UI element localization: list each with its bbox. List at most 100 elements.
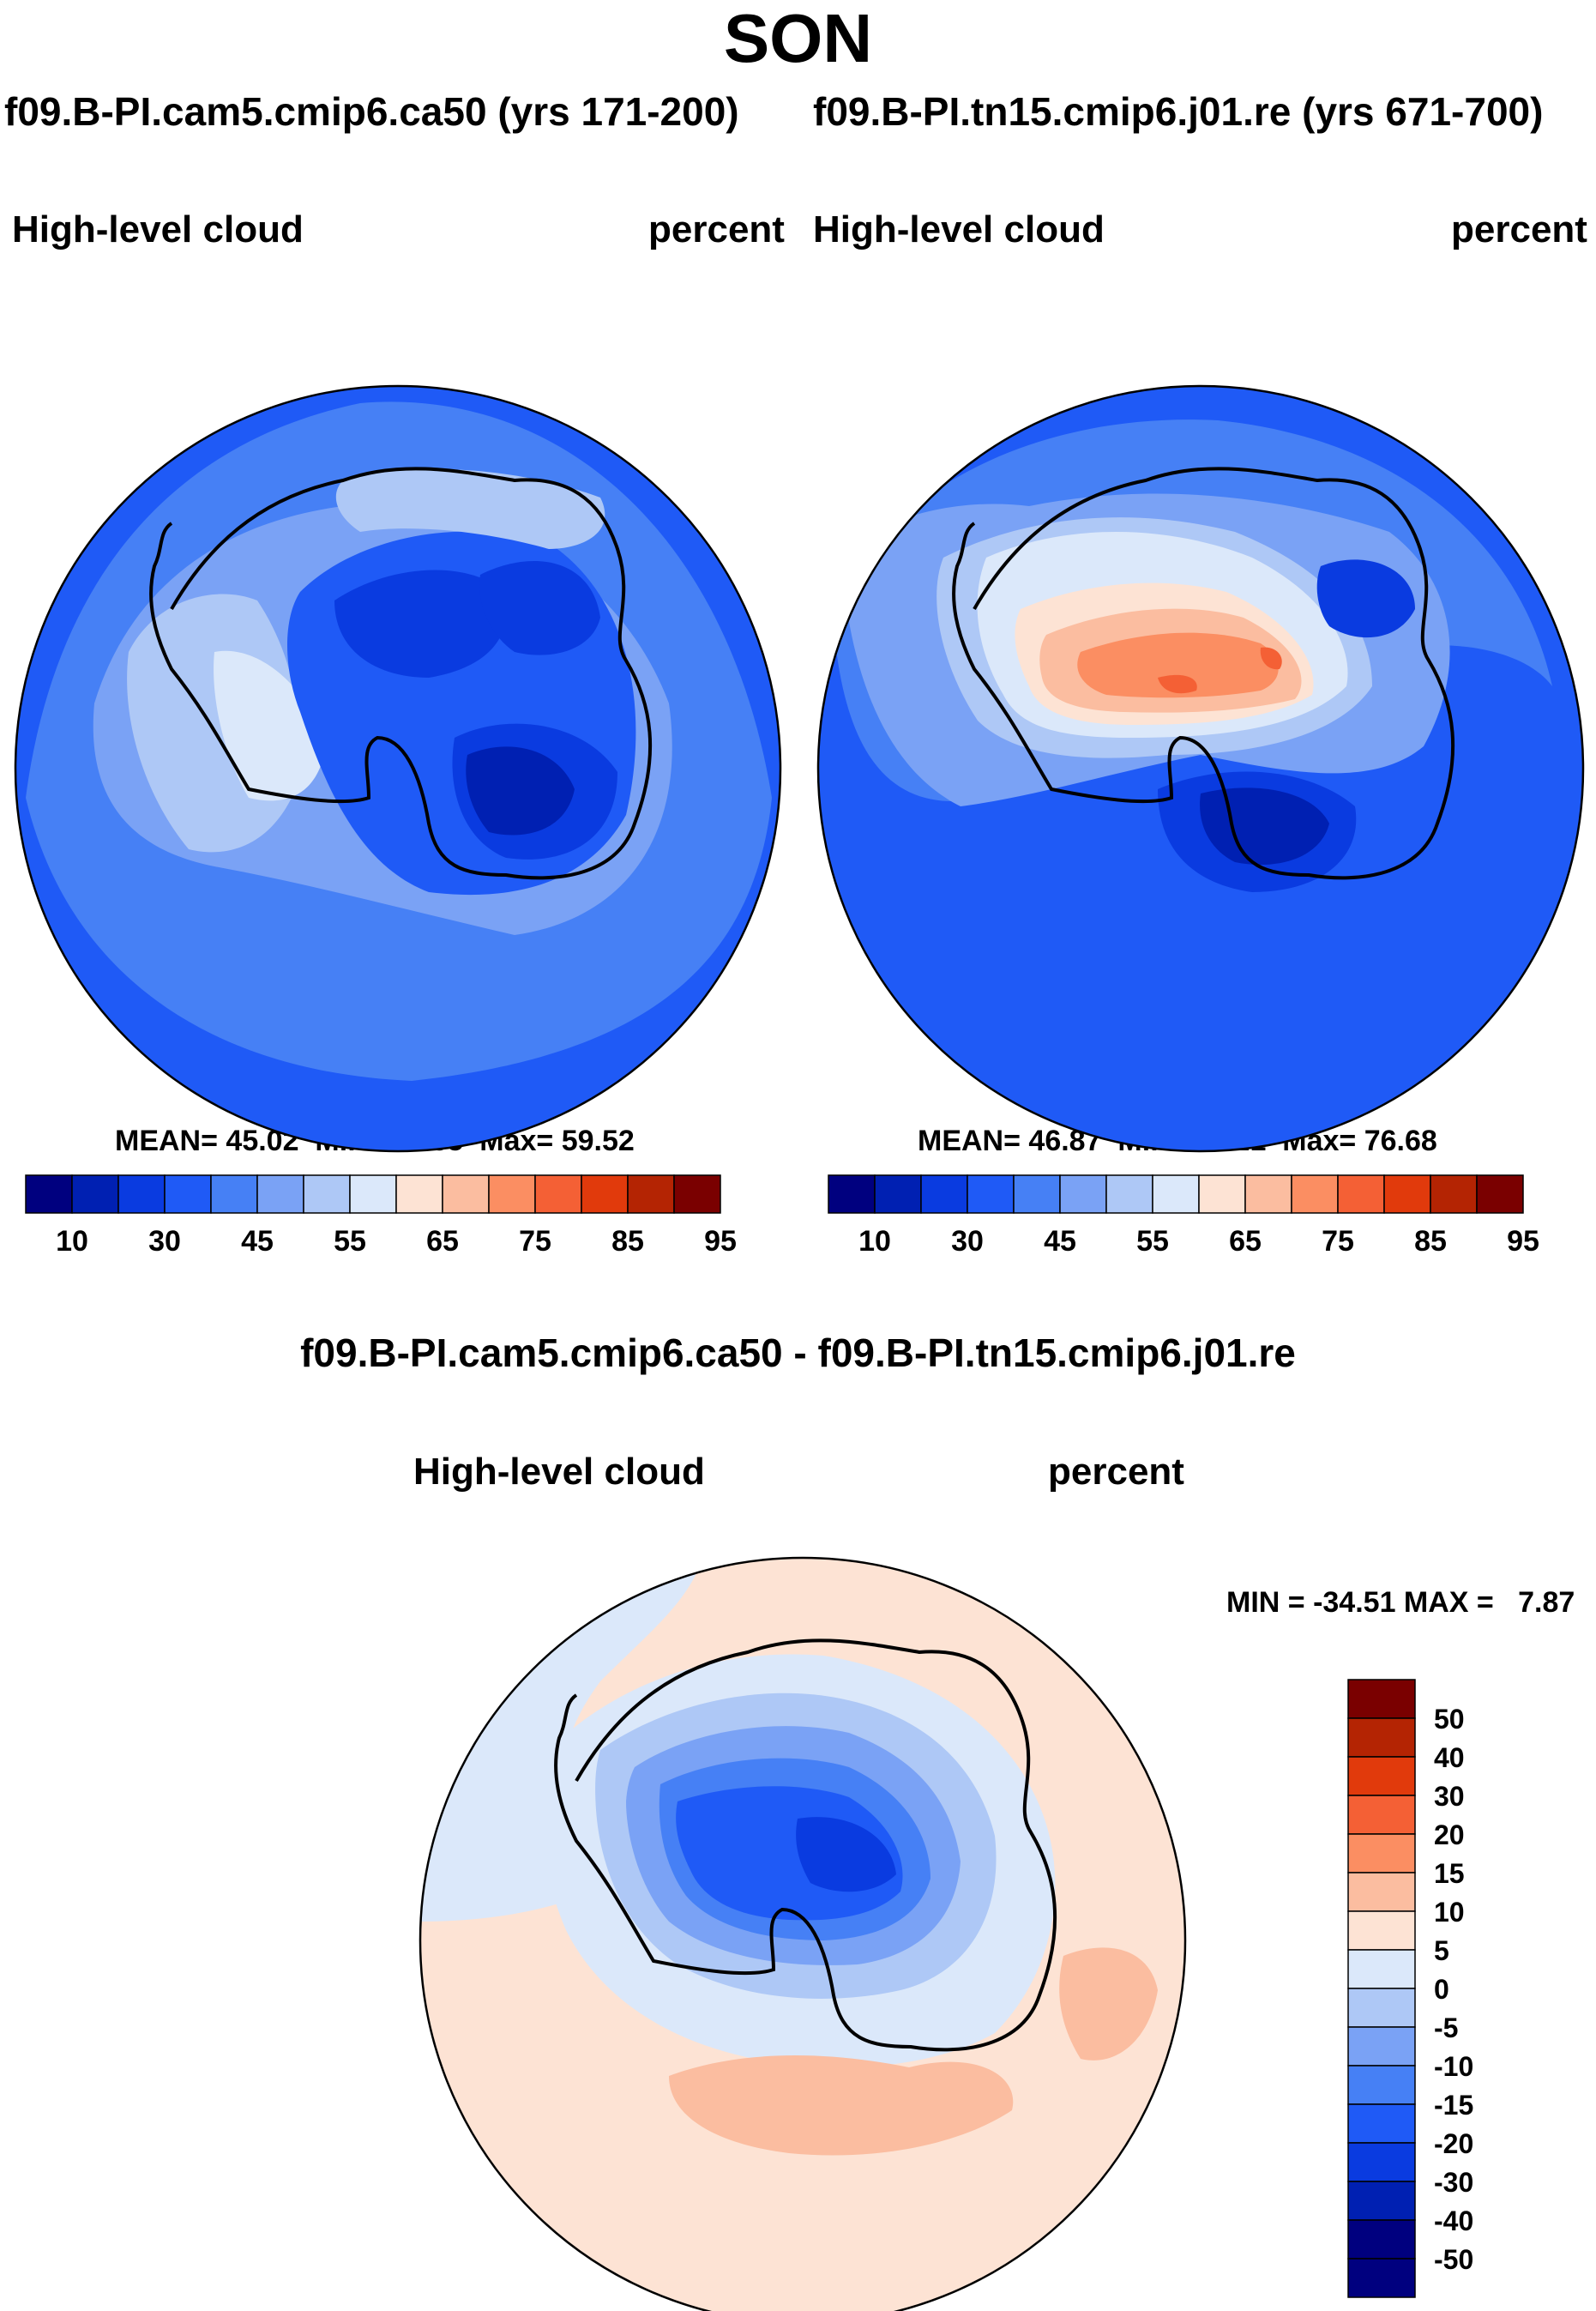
colorbar-swatch xyxy=(1383,1174,1431,1214)
colorbar-swatch xyxy=(534,1174,582,1214)
colorbar-tick-label: 15 xyxy=(1434,1858,1465,1889)
variable-label-diff: High-level cloud xyxy=(413,1451,705,1493)
colorbar-tick-label: 95 xyxy=(1507,1225,1539,1258)
colorbar-tick-label: -20 xyxy=(1434,2128,1473,2159)
colorbar-swatch xyxy=(1059,1174,1107,1214)
colorbar-swatch xyxy=(1347,1756,1416,1796)
colorbar-tick-label: 55 xyxy=(1136,1225,1169,1258)
colorbar-tick-label: 65 xyxy=(1229,1225,1262,1258)
colorbar-swatch xyxy=(395,1174,443,1214)
colorbar-swatch xyxy=(25,1174,73,1214)
colorbar-tick-label: 20 xyxy=(1434,1819,1465,1850)
colorbar-tick-label: 50 xyxy=(1434,1704,1465,1735)
colorbar-tick-label: 30 xyxy=(148,1225,181,1258)
colorbar-swatch xyxy=(1347,2219,1416,2260)
colorbar-swatch xyxy=(1347,1988,1416,2028)
colorbar-swatch xyxy=(1198,1174,1246,1214)
colorbar-swatch xyxy=(1476,1174,1524,1214)
colorbar-swatch xyxy=(1291,1174,1339,1214)
contour-band xyxy=(669,2055,1014,2156)
colorbar-swatch xyxy=(627,1174,675,1214)
colorbar-tick-label: -5 xyxy=(1434,2012,1458,2043)
contour-band xyxy=(1200,787,1329,865)
map-panel-difference xyxy=(419,1556,1187,2311)
map-boundary xyxy=(816,384,1585,1153)
colorbar-swatch xyxy=(1347,2258,1416,2298)
map-panel-left xyxy=(14,384,782,1153)
colorbar-tick-label: -30 xyxy=(1434,2167,1473,2198)
colorbar-swatch xyxy=(1347,2026,1416,2067)
contour-band xyxy=(334,570,508,678)
contour-band xyxy=(1059,1947,1158,2061)
main-title: SON xyxy=(723,0,873,76)
colorbar-swatch xyxy=(1347,2142,1416,2182)
variable-label-right: High-level cloud xyxy=(813,208,1105,250)
mean-label: MEAN= xyxy=(115,1125,218,1157)
mean-label: MEAN= xyxy=(918,1125,1021,1157)
colorbar-swatch xyxy=(581,1174,629,1214)
colorbar-swatch xyxy=(349,1174,397,1214)
colorbar-tick-label: 10 xyxy=(1434,1897,1465,1928)
map-boundary xyxy=(14,384,782,1153)
colorbar-right: 10 30 45 55 65 75 85 95 xyxy=(828,1174,1539,1258)
colorbar-swatch xyxy=(1430,1174,1478,1214)
colorbar-swatch xyxy=(1347,1910,1416,1951)
antarctica-coastline xyxy=(952,467,1455,880)
colorbar-tick-label: 0 xyxy=(1434,1974,1449,2005)
colorbar-swatch xyxy=(967,1174,1015,1214)
colorbar-swatch xyxy=(1347,2103,1416,2144)
colorbar-tick-label: 10 xyxy=(56,1225,88,1258)
max-value: 59.52 xyxy=(561,1125,635,1157)
colorbar-tick-label: -40 xyxy=(1434,2205,1473,2236)
contour-band xyxy=(335,468,605,549)
colorbar-tick-label: 45 xyxy=(241,1225,274,1258)
units-label-left: percent xyxy=(648,208,785,250)
colorbar-swatch xyxy=(1347,1795,1416,1835)
colorbar-swatch xyxy=(1013,1174,1061,1214)
map-boundary xyxy=(419,1556,1187,2311)
colorbar-tick-label: 40 xyxy=(1434,1742,1465,1773)
colorbar-left: 10 30 45 55 65 75 85 95 xyxy=(25,1174,737,1258)
contour-band xyxy=(1077,632,1279,698)
colorbar-tick-label: 85 xyxy=(611,1225,644,1258)
contour-band xyxy=(214,650,326,801)
antarctica-coastline xyxy=(149,467,653,880)
colorbar-swatch xyxy=(1347,1872,1416,1912)
case-title-left: f09.B-PI.cam5.cmip6.ca50 (yrs 171-200) xyxy=(4,89,739,134)
colorbar-swatch xyxy=(673,1174,721,1214)
colorbar-swatch xyxy=(210,1174,258,1214)
colorbar-tick-label: -15 xyxy=(1434,2090,1473,2121)
colorbar-swatch xyxy=(1347,1949,1416,1989)
colorbar-tick-label: -10 xyxy=(1434,2051,1473,2082)
colorbar-swatch xyxy=(442,1174,490,1214)
colorbar-tick-label: 30 xyxy=(1434,1781,1465,1812)
colorbar-tick-label: 75 xyxy=(1322,1225,1354,1258)
colorbar-swatch xyxy=(256,1174,304,1214)
colorbar-swatch xyxy=(71,1174,119,1214)
variable-label-left: High-level cloud xyxy=(12,208,304,250)
contour-band xyxy=(466,746,575,836)
colorbar-tick-label: 30 xyxy=(951,1225,984,1258)
colorbar-swatch xyxy=(303,1174,351,1214)
units-label-right: percent xyxy=(1451,208,1587,250)
colorbar-tick-label: 75 xyxy=(519,1225,551,1258)
colorbar-swatch xyxy=(828,1174,876,1214)
colorbar-swatch xyxy=(1347,1717,1416,1758)
colorbar-tick-label: 45 xyxy=(1044,1225,1076,1258)
case-title-right: f09.B-PI.tn15.cmip6.j01.re (yrs 671-700) xyxy=(813,89,1544,134)
diff-title: f09.B-PI.cam5.cmip6.ca50 - f09.B-PI.tn15… xyxy=(300,1330,1296,1375)
max-value: 76.68 xyxy=(1364,1125,1437,1157)
diff-stats: MIN = -34.51 MAX = 7.87 xyxy=(1226,1586,1575,1619)
colorbar-tick-label: 95 xyxy=(704,1225,737,1258)
colorbar-swatch xyxy=(1244,1174,1292,1214)
colorbar-swatch xyxy=(488,1174,536,1214)
colorbar-tick-label: 65 xyxy=(426,1225,459,1258)
contour-band xyxy=(796,1817,896,1892)
colorbar-swatch xyxy=(1347,2065,1416,2105)
contour-band xyxy=(479,561,600,655)
colorbar-swatch xyxy=(874,1174,922,1214)
colorbar-tick-label: 85 xyxy=(1414,1225,1447,1258)
colorbar-tick-label: 55 xyxy=(334,1225,366,1258)
